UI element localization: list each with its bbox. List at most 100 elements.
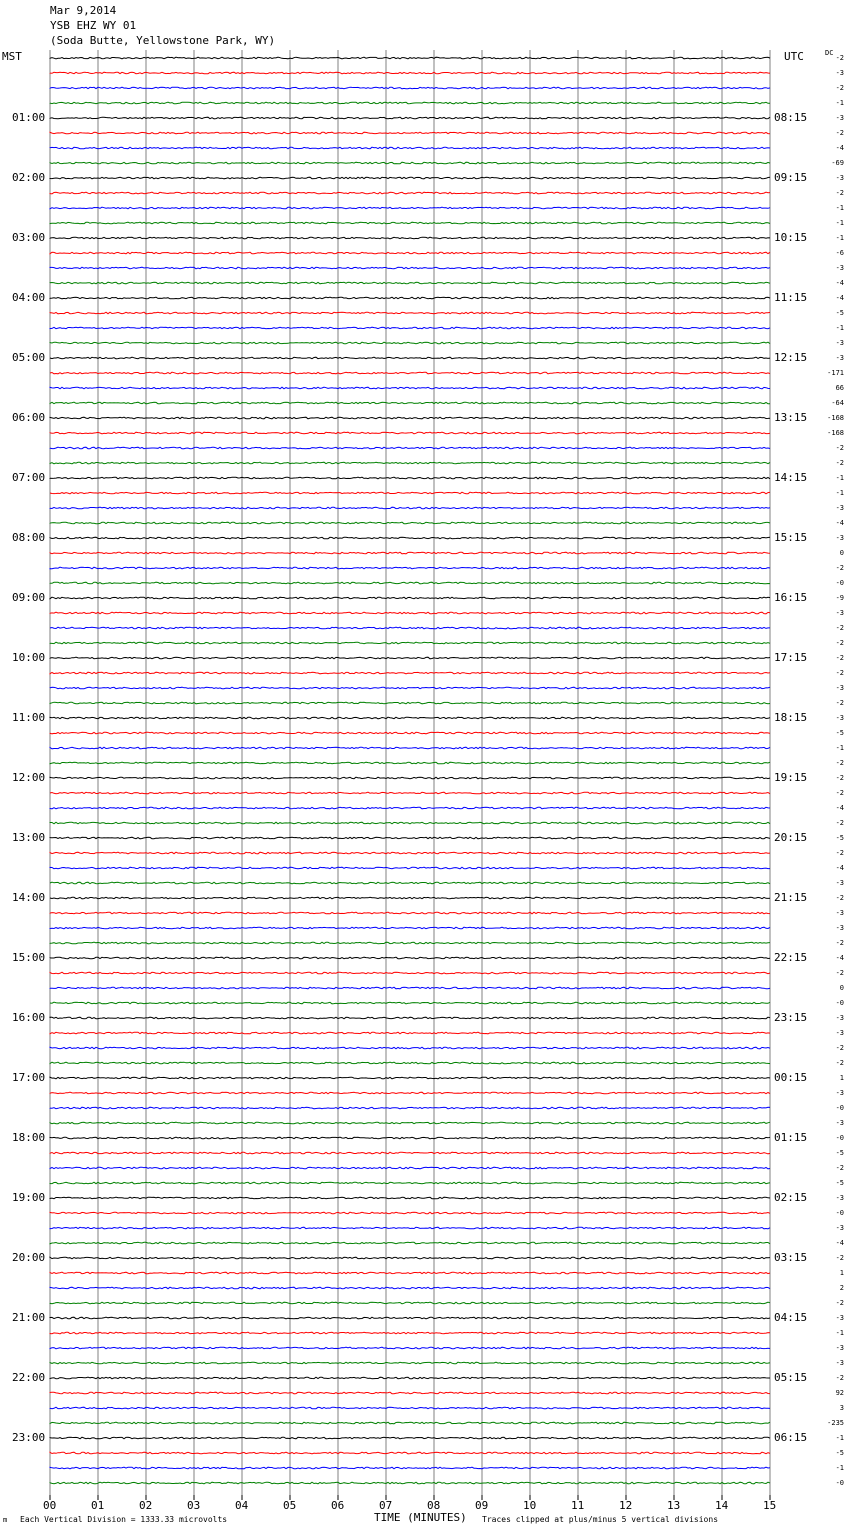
x-tick-label: 07 bbox=[379, 1499, 393, 1512]
trace-22 bbox=[49, 371, 771, 375]
dc-offset-label: 1 bbox=[839, 1074, 844, 1082]
trace-43 bbox=[49, 686, 771, 690]
dc-offset-label: -2 bbox=[835, 639, 844, 647]
trace-42 bbox=[49, 671, 771, 675]
trace-57 bbox=[49, 896, 771, 900]
dc-offset-label: -0 bbox=[835, 1479, 844, 1487]
dc-offset-label: -5 bbox=[835, 1179, 844, 1187]
left-hour-label: 07:00 bbox=[12, 471, 46, 484]
right-axis-title: UTC bbox=[784, 50, 804, 63]
left-hour-label: 23:00 bbox=[12, 1431, 46, 1444]
dc-offset-label: -3 bbox=[835, 534, 844, 542]
trace-55 bbox=[49, 866, 770, 870]
dc-offset-label: -4 bbox=[835, 279, 844, 287]
dc-offset-label: 0 bbox=[839, 984, 844, 992]
dc-offset-label: 3 bbox=[839, 1404, 844, 1412]
dc-offset-label: -69 bbox=[831, 159, 844, 167]
trace-1 bbox=[49, 56, 771, 60]
left-hour-label: 06:00 bbox=[12, 411, 46, 424]
trace-80 bbox=[49, 1241, 771, 1245]
trace-9 bbox=[49, 176, 771, 180]
right-hour-label: 19:15 bbox=[774, 771, 808, 784]
left-hour-label: 18:00 bbox=[12, 1131, 46, 1144]
trace-40 bbox=[49, 641, 771, 645]
dc-offset-label: -2 bbox=[835, 1299, 844, 1307]
trace-45 bbox=[49, 716, 771, 720]
trace-18 bbox=[49, 311, 771, 315]
left-hour-label: 10:00 bbox=[12, 651, 46, 664]
right-hour-label: 22:15 bbox=[774, 951, 808, 964]
trace-78 bbox=[49, 1211, 771, 1215]
dc-offset-label: -1 bbox=[835, 234, 844, 242]
x-tick-label: 08 bbox=[427, 1499, 441, 1512]
x-tick-label: 02 bbox=[139, 1499, 153, 1512]
trace-29 bbox=[49, 476, 771, 480]
dc-offset-label: -3 bbox=[835, 339, 844, 347]
dc-offset-label: -2 bbox=[835, 624, 844, 632]
trace-62 bbox=[49, 971, 771, 975]
trace-73 bbox=[49, 1136, 771, 1140]
dc-offset-label: -5 bbox=[835, 729, 844, 737]
dc-offset-label: -0 bbox=[835, 1104, 844, 1112]
trace-61 bbox=[49, 956, 771, 960]
trace-39 bbox=[49, 626, 770, 630]
dc-offset-label: -5 bbox=[835, 1449, 844, 1457]
left-hour-label: 05:00 bbox=[12, 351, 46, 364]
dc-offset-label: -3 bbox=[835, 684, 844, 692]
dc-offset-label: -2 bbox=[835, 654, 844, 662]
trace-58 bbox=[49, 911, 771, 915]
dc-offset-label: -3 bbox=[835, 1359, 844, 1367]
right-hour-label: 15:15 bbox=[774, 531, 808, 544]
trace-92 bbox=[49, 1421, 771, 1425]
trace-77 bbox=[49, 1196, 771, 1200]
dc-offset-label: -2 bbox=[835, 444, 844, 452]
dc-offset-label: -3 bbox=[835, 114, 844, 122]
dc-offset-label: -9 bbox=[835, 594, 844, 602]
left-hour-label: 14:00 bbox=[12, 891, 46, 904]
dc-offset-label: -3 bbox=[835, 924, 844, 932]
dc-offset-label: -2 bbox=[835, 1164, 844, 1172]
x-tick-label: 06 bbox=[331, 1499, 345, 1512]
trace-36 bbox=[49, 581, 771, 585]
trace-19 bbox=[49, 326, 771, 330]
x-tick-label: 01 bbox=[91, 1499, 105, 1512]
trace-91 bbox=[49, 1406, 771, 1410]
trace-64 bbox=[49, 1001, 771, 1005]
trace-59 bbox=[49, 926, 771, 930]
left-hour-label: 21:00 bbox=[12, 1311, 46, 1324]
dc-offset-label: -2 bbox=[835, 669, 844, 677]
x-tick-label: 09 bbox=[475, 1499, 489, 1512]
x-tick-label: 03 bbox=[187, 1499, 201, 1512]
left-hour-label: 03:00 bbox=[12, 231, 46, 244]
left-hour-label: 02:00 bbox=[12, 171, 46, 184]
trace-76 bbox=[49, 1181, 771, 1185]
dc-offset-label: -4 bbox=[835, 954, 844, 962]
dc-offset-label: -1 bbox=[835, 99, 844, 107]
x-tick-label: 00 bbox=[43, 1499, 57, 1512]
dc-offset-label: -1 bbox=[835, 204, 844, 212]
dc-offset-label: -235 bbox=[827, 1419, 844, 1427]
trace-23 bbox=[49, 386, 771, 390]
trace-65 bbox=[49, 1016, 771, 1020]
trace-4 bbox=[49, 101, 771, 105]
dc-offset-label: -2 bbox=[835, 774, 844, 782]
dc-offset-label: -3 bbox=[835, 1194, 844, 1202]
dc-offset-label: -0 bbox=[835, 1134, 844, 1142]
trace-8 bbox=[49, 161, 771, 165]
trace-11 bbox=[49, 206, 771, 210]
dc-offset-label: -3 bbox=[835, 174, 844, 182]
footer-mark: m bbox=[3, 1516, 8, 1524]
dc-offset-label: -3 bbox=[835, 1119, 844, 1127]
trace-21 bbox=[49, 356, 771, 360]
trace-16 bbox=[49, 281, 771, 285]
clipping-note: Traces clipped at plus/minus 5 vertical … bbox=[482, 1515, 719, 1524]
trace-30 bbox=[49, 491, 771, 495]
right-hour-label: 20:15 bbox=[774, 831, 808, 844]
dc-offset-label: -1 bbox=[835, 489, 844, 497]
dc-offset-label: -2 bbox=[835, 1059, 844, 1067]
left-hour-label: 17:00 bbox=[12, 1071, 46, 1084]
dc-offset-label: 2 bbox=[839, 1284, 844, 1292]
right-hour-label: 21:15 bbox=[774, 891, 808, 904]
x-tick-label: 14 bbox=[715, 1499, 729, 1512]
dc-offset-label: -1 bbox=[835, 219, 844, 227]
